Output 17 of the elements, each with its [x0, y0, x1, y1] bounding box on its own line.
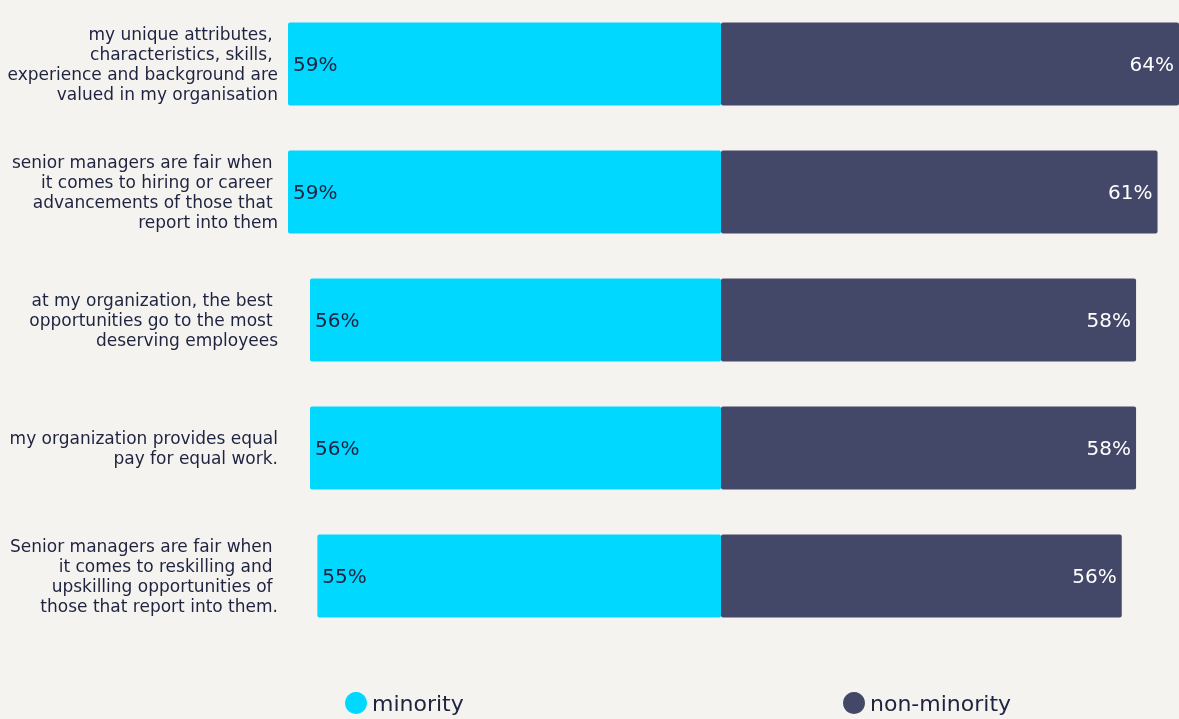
data-label: 61%	[1108, 180, 1153, 204]
data-label: 59%	[293, 180, 338, 204]
data-label: 64%	[1129, 52, 1174, 76]
data-label: 56%	[1072, 564, 1117, 588]
y-tick-label: Senior managers are fair when it comes to reskilling and upskilling opportunities of those that report into them.	[10, 536, 278, 616]
data-label: 56%	[315, 436, 360, 460]
data-label: 58%	[1086, 308, 1132, 332]
y-tick-label: at my organization, the best opportunities go to the most deserving employees	[29, 290, 279, 350]
data-label: 56%	[315, 308, 360, 332]
legend-label: minority	[372, 690, 464, 716]
data-label: 55%	[322, 564, 367, 588]
data-label: 59%	[293, 52, 338, 76]
y-tick-label: senior managers are fair when it comes to hiring or career advancements of those that report into them	[11, 152, 278, 232]
y-tick-label: my unique attributes, characteristics, skills, experience and background are valued in my organisation	[7, 24, 278, 104]
legend-label: non-minority	[870, 690, 1012, 716]
y-tick-label: my organization provides equal pay for equal work.	[9, 428, 278, 468]
data-label: 58%	[1086, 436, 1132, 460]
